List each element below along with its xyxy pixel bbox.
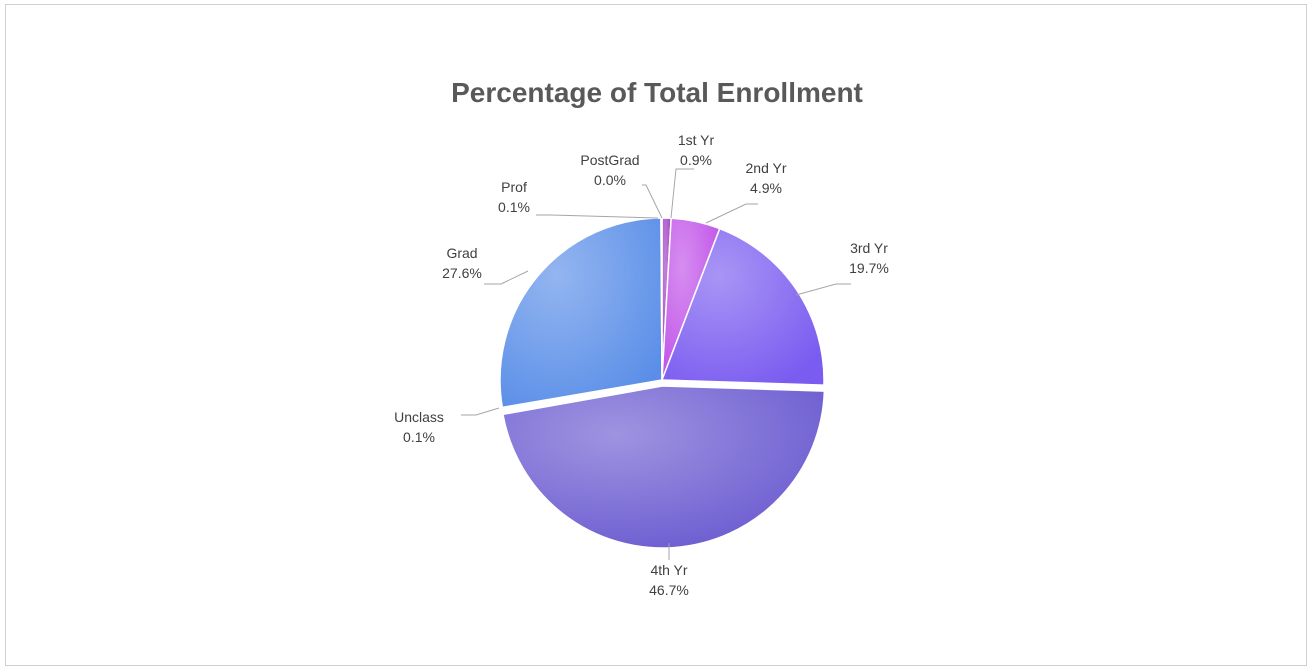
slice-category-label: Prof xyxy=(501,179,527,195)
leader-line xyxy=(795,283,851,296)
leader-line xyxy=(461,407,500,416)
leader-line xyxy=(670,168,694,219)
slice-category-label: PostGrad xyxy=(580,152,639,168)
pie-chart: 1st Yr 0.9% 2nd Yr 4.9% 3rd Yr 19.7% 4th Yr 46.… xyxy=(394,132,889,598)
slice-category-label: 4th Yr xyxy=(650,562,687,578)
chart-title: Percentage of Total Enrollment xyxy=(451,77,863,108)
slice-category-label: 2nd Yr xyxy=(746,160,787,176)
slice-value-label: 4.9% xyxy=(750,180,782,196)
slice-category-label: 1st Yr xyxy=(678,132,715,148)
leader-line xyxy=(705,203,758,224)
slice-category-label: 3rd Yr xyxy=(850,240,888,256)
pie-slice-shine xyxy=(662,228,824,386)
slice-value-label: 0.1% xyxy=(403,429,435,445)
slice-category-label: Unclass xyxy=(394,409,444,425)
slice-category-label: Grad xyxy=(446,245,477,261)
slice-value-label: 46.7% xyxy=(649,582,689,598)
leader-line xyxy=(536,214,659,219)
slice-value-label: 27.6% xyxy=(442,265,482,281)
leader-line xyxy=(484,270,529,285)
slice-value-label: 19.7% xyxy=(849,260,889,276)
pie-slice-shine xyxy=(660,218,662,380)
leader-line xyxy=(642,184,663,219)
pie-slice-shine xyxy=(662,218,720,380)
slice-value-label: 0.0% xyxy=(594,172,626,188)
pie-slice-shine xyxy=(502,385,825,548)
slice-value-label: 0.1% xyxy=(498,199,530,215)
chart-area: Percentage of Total Enrollment 1st Yr 0.9… xyxy=(5,4,1307,666)
pie-slice-shine xyxy=(500,218,662,408)
slice-value-label: 0.9% xyxy=(680,152,712,168)
